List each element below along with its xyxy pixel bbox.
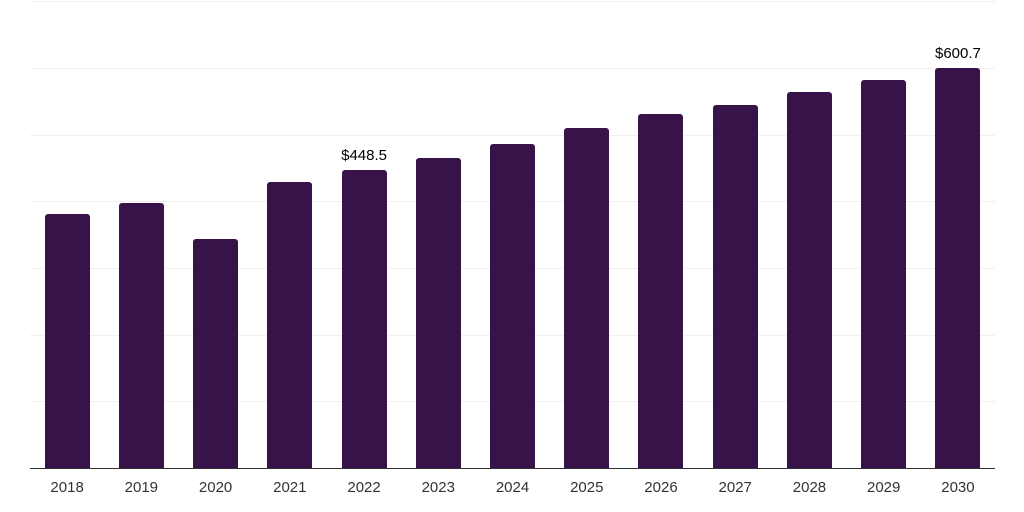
bar-group-2028 — [772, 0, 846, 469]
bar-2020 — [193, 239, 239, 469]
bar-value-label-2030: $600.7 — [934, 45, 981, 63]
bar-group-2018 — [30, 0, 104, 469]
x-axis-tick-label-2022: 2022 — [347, 479, 381, 496]
bar-value-label-2022: $448.5 — [341, 146, 387, 164]
bar-2021 — [267, 181, 313, 469]
x-axis-tick-label-2026: 2026 — [644, 479, 678, 496]
x-axis-tick-label-2021: 2021 — [273, 479, 307, 496]
bar-group-2030: $600.7 — [921, 0, 995, 469]
bar-group-2025 — [550, 0, 624, 469]
x-axis-tick-label-2023: 2023 — [421, 479, 455, 496]
bar-2023 — [415, 157, 461, 469]
x-axis-tick-label-2030: 2030 — [941, 479, 975, 496]
x-axis-tick-label-2019: 2019 — [124, 479, 159, 496]
bar-2030 — [935, 68, 981, 469]
plot-area: $448.5 $600.7 — [30, 0, 995, 469]
bar-2024 — [490, 143, 536, 469]
x-axis-tick-label-2028: 2028 — [792, 479, 827, 496]
x-axis-tick-label-2020: 2020 — [198, 479, 233, 496]
x-axis-tick-labels: 2018 2019 2020 2021 2022 2023 2024 2025 2026 2027… — [30, 479, 995, 497]
bar-group-2019 — [104, 0, 178, 469]
x-axis-tick-label-2029: 2029 — [867, 479, 901, 496]
bar-group-2022: $448.5 — [327, 0, 401, 469]
bar-2019 — [118, 203, 164, 469]
bar-group-2021 — [253, 0, 327, 469]
bar-2027 — [712, 104, 758, 469]
gridline-600 — [30, 67, 995, 69]
bar-2029 — [861, 79, 907, 469]
bar-2028 — [786, 92, 832, 469]
bar-2022 — [341, 169, 387, 469]
bars-row: $448.5 $600.7 — [30, 0, 995, 469]
bar-group-2020 — [178, 0, 252, 469]
x-axis-tick-label-2024: 2024 — [495, 479, 530, 496]
bar-2018 — [44, 213, 90, 469]
gridline-700 — [30, 1, 995, 3]
x-axis-tick-label-2027: 2027 — [718, 479, 752, 496]
bar-group-2026 — [624, 0, 698, 469]
bar-2025 — [564, 128, 610, 469]
bar-group-2024 — [475, 0, 549, 469]
gridline-500 — [30, 134, 995, 136]
x-axis-tick-label-2018: 2018 — [50, 479, 84, 496]
bar-group-2027 — [698, 0, 772, 469]
bar-2026 — [638, 113, 684, 469]
x-axis-line — [30, 468, 995, 469]
bar-group-2023 — [401, 0, 475, 469]
x-axis-tick-label-2025: 2025 — [570, 479, 604, 496]
bar-group-2029 — [847, 0, 921, 469]
